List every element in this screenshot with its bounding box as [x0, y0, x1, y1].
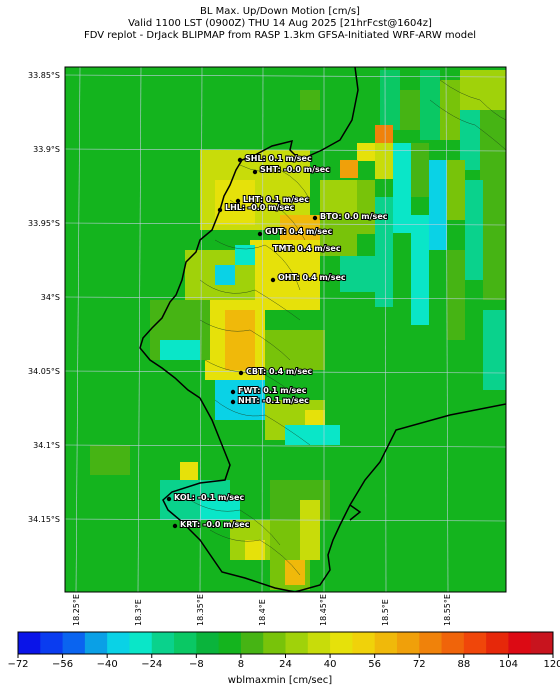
colorbar-tick-label: −56 — [52, 659, 74, 670]
station-label-shl: SHL: 0.1 m/sec — [245, 154, 312, 163]
lat-label: 34.05°S — [28, 367, 60, 376]
colorbar-swatch — [40, 632, 64, 654]
colorbar-swatch — [374, 632, 398, 654]
station-label-gut: GUT: 0.4 m/sec — [265, 227, 332, 236]
lon-label: 18.45°E — [319, 594, 328, 626]
colorbar-swatch — [62, 632, 86, 654]
lat-label: 33.85°S — [28, 71, 60, 80]
colorbar-tick-label: 8 — [237, 659, 245, 670]
colorbar-swatch — [419, 632, 443, 654]
station-marker-shl[interactable] — [237, 157, 243, 163]
lon-label: 18.4°E — [258, 599, 267, 626]
station-label-oht: OHT: 0.4 m/sec — [278, 273, 346, 282]
colorbar-tick-label: 104 — [498, 659, 518, 670]
stations: SHL: 0.1 m/sec SHT: -0.0 m/sec LHT: 0.1 … — [166, 153, 389, 530]
colorbar-tick-label: 120 — [543, 659, 560, 670]
station-marker-fwt[interactable] — [230, 389, 236, 395]
station-label-fwt: FWT: 0.1 m/sec — [238, 386, 307, 395]
colorbar-label: wblmaxmin [cm/sec] — [227, 675, 333, 686]
station-label-lht: LHT: 0.1 m/sec — [243, 195, 309, 204]
lon-label: 18.5°E — [381, 599, 390, 626]
station-marker-cbt[interactable] — [238, 370, 244, 376]
colorbar-swatch — [129, 632, 153, 654]
coastline — [139, 67, 506, 592]
station-label-bto: BTO: 0.0 m/sec — [320, 212, 388, 221]
colorbar-swatch — [174, 632, 197, 654]
terrain-contours — [189, 79, 506, 576]
lat-label: 34.15°S — [28, 515, 60, 524]
station-marker-krt[interactable] — [172, 523, 178, 529]
station-marker-nht[interactable] — [230, 399, 236, 405]
colorbar-tick-label: 88 — [457, 659, 471, 670]
colorbar-swatch — [218, 632, 242, 654]
lat-label: 33.95°S — [28, 219, 60, 228]
colorbar — [17, 632, 554, 658]
colorbar-swatch — [330, 632, 353, 654]
lat-label: 34.1°S — [33, 441, 60, 450]
colorbar-tick-label: 72 — [412, 659, 426, 670]
colorbar-swatch — [84, 632, 108, 654]
station-marker-kol[interactable] — [166, 496, 172, 502]
colorbar-swatch — [196, 632, 220, 654]
lon-label: 18.25°E — [72, 594, 81, 626]
colorbar-tick-label: −72 — [7, 659, 29, 670]
colorbar-swatch — [107, 632, 130, 654]
colorbar-swatch — [18, 632, 41, 654]
lon-label: 18.3°E — [134, 599, 143, 626]
colorbar-tick-label: 24 — [279, 659, 292, 670]
graticule — [65, 67, 506, 592]
station-marker-lhl[interactable] — [217, 207, 223, 213]
colorbar-tick-label: −8 — [188, 659, 204, 670]
station-marker-bto[interactable] — [312, 215, 318, 221]
station-marker-lht[interactable] — [235, 198, 241, 204]
station-marker-oht[interactable] — [270, 277, 276, 283]
lat-label: 33.9°S — [33, 145, 60, 154]
station-label-tmt: TMT: 0.4 m/sec — [273, 244, 341, 253]
station-label-kol: KOL: -0.1 m/sec — [174, 493, 244, 502]
colorbar-tick-label: −40 — [96, 659, 118, 670]
colorbar-swatch — [396, 632, 420, 654]
station-label-krt: KRT: -0.0 m/sec — [180, 520, 250, 529]
colorbar-swatch — [240, 632, 264, 654]
station-marker-gut[interactable] — [257, 231, 263, 237]
map-frame — [64, 66, 507, 593]
station-label-sht: SHT: -0.0 m/sec — [260, 165, 330, 174]
station-marker-sht[interactable] — [252, 169, 258, 175]
lon-label: 18.35°E — [196, 594, 205, 626]
lat-label: 34°S — [40, 293, 60, 302]
colorbar-swatch — [263, 632, 286, 654]
lon-label: 18.55°E — [443, 594, 452, 626]
colorbar-frame — [17, 631, 554, 655]
colorbar-tick-label: −24 — [141, 659, 163, 670]
station-label-cbt: CBT: 0.4 m/sec — [246, 367, 312, 376]
colorbar-swatch — [151, 632, 175, 654]
station-label-nht: NHT: -0.1 m/sec — [238, 396, 309, 405]
colorbar-swatch — [508, 632, 532, 654]
wind-field-layer — [65, 67, 506, 592]
colorbar-swatch — [530, 632, 554, 654]
station-label-lhl: LHL: -0.0 m/sec — [225, 203, 295, 212]
colorbar-swatch — [441, 632, 465, 654]
colorbar-swatch — [486, 632, 509, 654]
colorbar-tick-label: 56 — [368, 659, 382, 670]
colorbar-swatch — [463, 632, 487, 654]
map-title-line-2: Valid 1100 LST (0900Z) THU 14 Aug 2025 [… — [128, 18, 432, 29]
colorbar-tick-label: 40 — [323, 659, 337, 670]
colorbar-swatch — [352, 632, 376, 654]
colorbar-swatch — [307, 632, 331, 654]
colorbar-swatch — [285, 632, 309, 654]
map-title-line-1: BL Max. Up/Down Motion [cm/s] — [200, 6, 360, 17]
map-title-line-3: FDV replot - DrJack BLIPMAP from RASP 1.… — [83, 30, 477, 41]
